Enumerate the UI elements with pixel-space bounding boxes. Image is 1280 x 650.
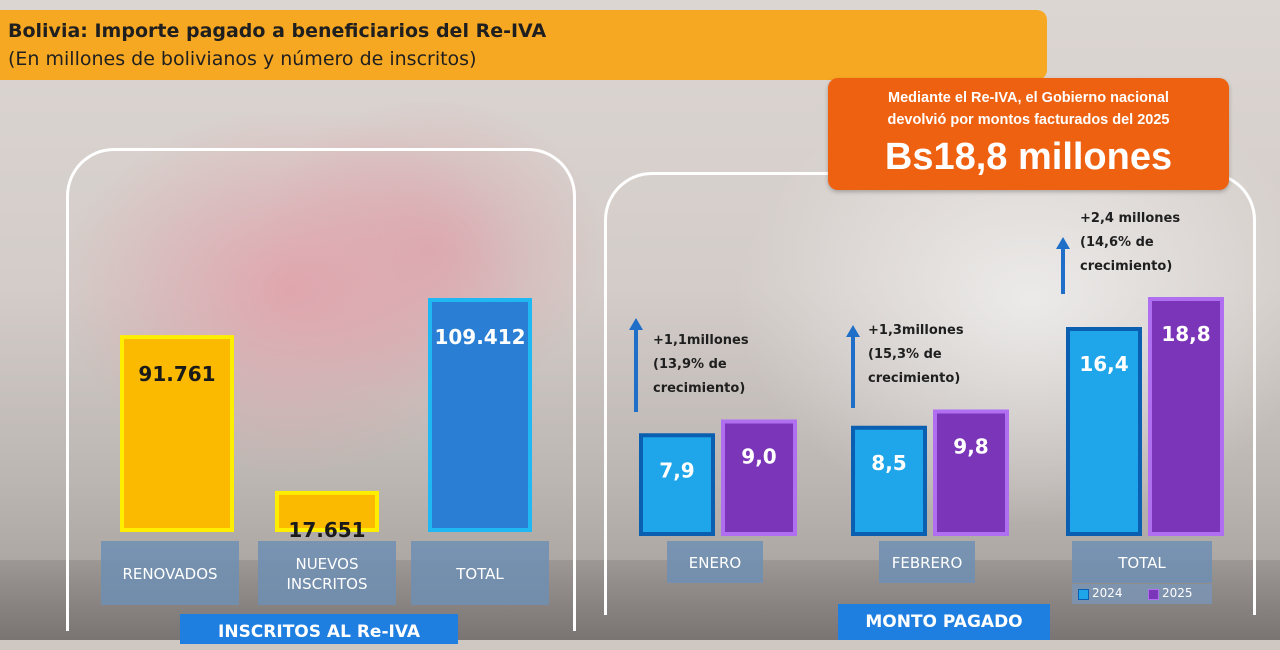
monto-value-label: 9,8	[953, 435, 988, 459]
inscritos-category-label: NUEVOS	[295, 555, 358, 573]
growth-annotation: +1,3millones	[868, 323, 964, 338]
monto-category-box	[1072, 541, 1212, 583]
growth-annotation: +2,4 millones	[1080, 211, 1180, 226]
monto-value-label: 7,9	[659, 458, 694, 482]
growth-annotation: (13,9% de	[653, 357, 727, 372]
monto-bar-2025	[933, 409, 1009, 536]
inscritos-bar	[120, 335, 234, 532]
chart-subtitle: (En millones de bolivianos y número de i…	[8, 48, 477, 70]
inscritos-bar	[275, 490, 379, 532]
callout-amount: Bs18,8 millones	[884, 136, 1173, 178]
monto-bar-2024	[1066, 327, 1142, 536]
callout-line-2: devolvió por montos facturados del 2025	[887, 112, 1170, 128]
inscritos-bar	[428, 298, 532, 532]
growth-annotation: crecimiento)	[868, 371, 960, 386]
monto-bar-2024	[851, 425, 927, 536]
growth-arrow-head	[846, 325, 860, 337]
inscritos-category-box	[258, 541, 396, 605]
growth-arrow-head	[629, 318, 643, 330]
monto-category-label: FEBRERO	[892, 554, 963, 572]
monto-value-label: 8,5	[871, 451, 906, 475]
monto-value-label: 16,4	[1079, 352, 1128, 376]
monto-category-box	[879, 541, 975, 583]
inscritos-panel	[66, 148, 576, 631]
inscritos-category-box	[411, 541, 549, 605]
monto-category-label: ENERO	[689, 554, 741, 572]
inscritos-footer-title: INSCRITOS AL Re-IVA	[180, 614, 458, 644]
growth-arrow-head	[1056, 237, 1070, 249]
monto-bar-2025	[721, 419, 797, 536]
growth-annotation: +1,1millones	[653, 333, 749, 348]
inscritos-value-label: 109.412	[434, 325, 525, 349]
monto-category-box	[667, 541, 763, 583]
monto-bar-2025	[1148, 297, 1224, 536]
legend-swatch-2024	[1078, 589, 1089, 600]
inscritos-category-label: TOTAL	[455, 565, 504, 583]
highlight-callout: Mediante el Re-IVA, el Gobierno nacional…	[828, 78, 1229, 190]
inscritos-category-label: INSCRITOS	[287, 575, 368, 593]
inscritos-value-label: 17.651	[288, 518, 365, 542]
monto-value-label: 18,8	[1161, 322, 1210, 346]
monto-bar-2024	[639, 433, 715, 536]
inscritos-category-label: RENOVADOS	[122, 565, 217, 583]
legend-label-2024: 2024	[1092, 586, 1123, 600]
header-banner: Bolivia: Importe pagado a beneficiarios …	[0, 10, 1047, 80]
monto-value-label: 9,0	[741, 445, 776, 469]
monto-footer-title: MONTO PAGADO	[838, 604, 1050, 640]
callout-line-1: Mediante el Re-IVA, el Gobierno nacional	[888, 90, 1169, 106]
growth-annotation: crecimiento)	[653, 381, 745, 396]
legend: 2024 2025	[1072, 584, 1212, 604]
growth-annotation: (15,3% de	[868, 347, 942, 362]
inscritos-category-box	[101, 541, 239, 605]
legend-label-2025: 2025	[1162, 586, 1193, 600]
growth-annotation: crecimiento)	[1080, 259, 1172, 274]
monto-category-label: TOTAL	[1117, 554, 1166, 572]
legend-swatch-2025	[1148, 589, 1159, 600]
growth-annotation: (14,6% de	[1080, 235, 1154, 250]
chart-title: Bolivia: Importe pagado a beneficiarios …	[8, 20, 547, 42]
inscritos-value-label: 91.761	[138, 362, 215, 386]
